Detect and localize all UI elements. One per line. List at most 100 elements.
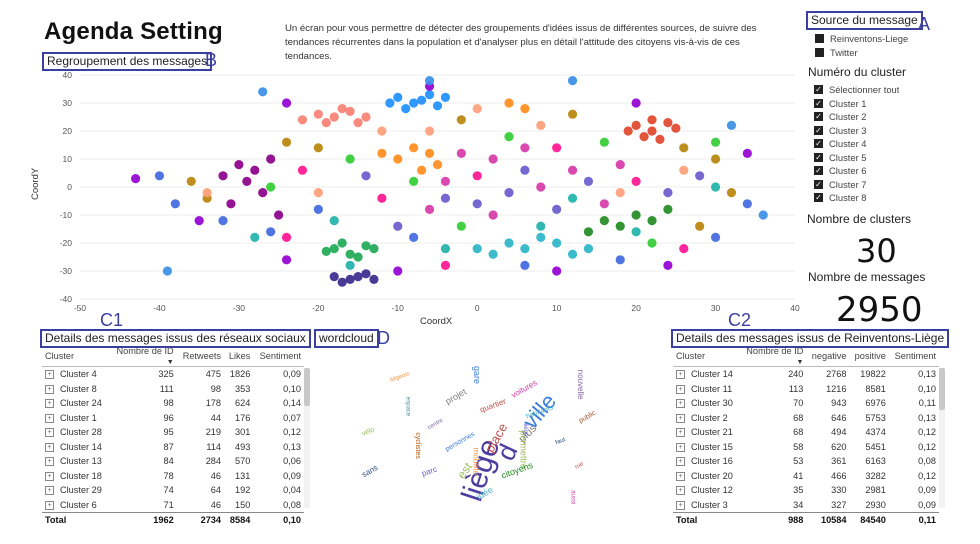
scatter-point[interactable] bbox=[345, 106, 355, 116]
scatter-point[interactable] bbox=[361, 269, 371, 279]
scatter-point[interactable] bbox=[615, 160, 625, 170]
table-row[interactable]: + Cluster 13 84 284 570 0,06 bbox=[42, 454, 304, 469]
column-header[interactable]: Cluster bbox=[673, 346, 740, 367]
scatter-point[interactable] bbox=[695, 171, 705, 181]
expand-icon[interactable]: + bbox=[676, 471, 685, 481]
checkmark-icon[interactable]: ✓ bbox=[814, 193, 823, 203]
scatter-point[interactable] bbox=[131, 174, 141, 184]
table-row[interactable]: + Cluster 21 68 494 4374 0,12 bbox=[673, 425, 939, 440]
scatter-point[interactable] bbox=[242, 176, 252, 186]
checkbox-icon[interactable] bbox=[815, 34, 824, 44]
cluster-option-select-all[interactable]: ✓ Sélectionner tout bbox=[814, 84, 900, 96]
scatter-point[interactable] bbox=[393, 154, 403, 164]
scatter-point[interactable] bbox=[361, 171, 371, 181]
expand-icon[interactable]: + bbox=[45, 384, 54, 394]
checkmark-icon[interactable]: ✓ bbox=[814, 179, 823, 189]
scatter-point[interactable] bbox=[266, 227, 276, 237]
scatter-point[interactable] bbox=[337, 104, 347, 114]
reinventons-messages-table[interactable]: Cluster Nombre de ID ▼ negative positive … bbox=[673, 346, 948, 528]
scatter-point[interactable] bbox=[274, 210, 284, 220]
scatter-point[interactable] bbox=[647, 115, 657, 125]
scatter-point[interactable] bbox=[432, 101, 443, 111]
cluster-option[interactable]: ✓ Cluster 1 bbox=[814, 97, 867, 109]
scatter-point[interactable] bbox=[266, 182, 276, 192]
scatter-point[interactable] bbox=[456, 221, 466, 231]
table-row[interactable]: + Cluster 30 70 943 6976 0,11 bbox=[673, 396, 939, 411]
checkmark-icon[interactable]: ✓ bbox=[814, 166, 823, 176]
scatter-point[interactable] bbox=[647, 216, 657, 226]
scatter-point[interactable] bbox=[583, 176, 594, 186]
scatter-point[interactable] bbox=[472, 199, 482, 209]
scatter-point[interactable] bbox=[520, 165, 530, 175]
scatter-point[interactable] bbox=[440, 260, 451, 270]
scatter-point[interactable] bbox=[536, 221, 546, 231]
column-header[interactable]: negative bbox=[806, 346, 850, 367]
expand-icon[interactable]: + bbox=[676, 457, 685, 467]
scatter-point[interactable] bbox=[424, 90, 435, 100]
scatter-point[interactable] bbox=[432, 160, 443, 170]
scatter-point[interactable] bbox=[552, 204, 562, 214]
scatter-point[interactable] bbox=[472, 104, 482, 114]
scatter-point[interactable] bbox=[194, 216, 204, 226]
scatter-point[interactable] bbox=[321, 246, 331, 256]
scatter-point[interactable] bbox=[679, 143, 689, 153]
scatter-point[interactable] bbox=[250, 165, 260, 175]
scatter-point[interactable] bbox=[345, 154, 355, 164]
table-row[interactable]: + Cluster 4 325 475 1826 0,09 bbox=[42, 367, 304, 382]
scatter-point[interactable] bbox=[250, 232, 260, 242]
scatter-point[interactable] bbox=[424, 148, 435, 158]
expand-icon[interactable]: + bbox=[45, 413, 54, 423]
scatter-point[interactable] bbox=[353, 272, 363, 282]
expand-icon[interactable]: + bbox=[45, 399, 54, 409]
scatter-point[interactable] bbox=[567, 109, 578, 119]
scatter-point[interactable] bbox=[385, 98, 395, 108]
scatter-point[interactable] bbox=[361, 241, 371, 251]
scatter-point[interactable] bbox=[504, 98, 514, 108]
scatter-point[interactable] bbox=[599, 137, 609, 147]
scatter-point[interactable] bbox=[599, 199, 609, 209]
expand-icon[interactable]: + bbox=[676, 370, 685, 380]
source-option-twitter[interactable]: Twitter bbox=[815, 46, 908, 60]
table-row[interactable]: + Cluster 29 74 64 192 0,04 bbox=[42, 483, 304, 498]
scatter-point[interactable] bbox=[226, 199, 236, 209]
column-header-sorted[interactable]: Nombre de ID ▼ bbox=[739, 346, 807, 367]
scatter-point[interactable] bbox=[710, 154, 721, 164]
expand-icon[interactable]: + bbox=[45, 428, 54, 438]
source-option-reinventons[interactable]: Reinventons-Liege bbox=[815, 32, 908, 46]
scatter-point[interactable] bbox=[695, 221, 705, 231]
scatter-point[interactable] bbox=[631, 176, 641, 186]
scatter-point[interactable] bbox=[154, 171, 165, 181]
scatter-point[interactable] bbox=[258, 87, 268, 97]
column-header[interactable]: Likes bbox=[224, 346, 254, 367]
table-row[interactable]: + Cluster 1 96 44 176 0,07 bbox=[42, 411, 304, 426]
scatter-point[interactable] bbox=[353, 118, 363, 128]
scatter-point[interactable] bbox=[631, 227, 641, 237]
scatter-point[interactable] bbox=[329, 272, 339, 282]
scatter-point[interactable] bbox=[504, 188, 514, 198]
checkmark-icon[interactable]: ✓ bbox=[814, 112, 823, 122]
cluster-option[interactable]: ✓ Cluster 6 bbox=[814, 165, 867, 177]
scatter-point[interactable] bbox=[456, 115, 466, 125]
scatter-point[interactable] bbox=[409, 232, 419, 242]
scatter-point[interactable] bbox=[488, 154, 498, 164]
scatter-point[interactable] bbox=[655, 134, 665, 144]
scatter-point[interactable] bbox=[369, 244, 379, 254]
column-header[interactable]: Retweets bbox=[176, 346, 225, 367]
scatter-point[interactable] bbox=[615, 188, 625, 198]
scatter-point[interactable] bbox=[583, 244, 594, 254]
table-row[interactable]: + Cluster 14 240 2768 19822 0,13 bbox=[673, 367, 939, 382]
scatter-point[interactable] bbox=[313, 204, 323, 214]
scatter-point[interactable] bbox=[599, 216, 609, 226]
cluster-option[interactable]: ✓ Cluster 2 bbox=[814, 111, 867, 123]
column-header[interactable]: Cluster bbox=[42, 346, 110, 367]
scatter-point[interactable] bbox=[552, 143, 562, 153]
table-scrollbar[interactable] bbox=[939, 368, 945, 508]
scatter-point[interactable] bbox=[369, 274, 379, 284]
scatter-point[interactable] bbox=[321, 118, 331, 128]
scatter-point[interactable] bbox=[536, 120, 546, 130]
expand-icon[interactable]: + bbox=[45, 500, 54, 510]
scatter-point[interactable] bbox=[329, 112, 339, 122]
scatter-point[interactable] bbox=[472, 171, 482, 181]
scatter-point[interactable] bbox=[202, 188, 212, 198]
scatter-point[interactable] bbox=[281, 98, 292, 108]
